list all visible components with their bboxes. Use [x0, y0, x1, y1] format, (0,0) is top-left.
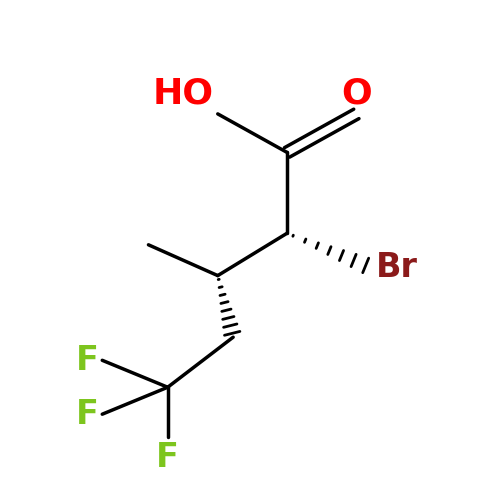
Text: Br: Br	[376, 252, 418, 284]
Text: HO: HO	[153, 76, 214, 110]
Text: O: O	[341, 76, 372, 110]
Text: F: F	[76, 344, 98, 377]
Text: F: F	[76, 398, 98, 430]
Text: F: F	[156, 441, 179, 474]
